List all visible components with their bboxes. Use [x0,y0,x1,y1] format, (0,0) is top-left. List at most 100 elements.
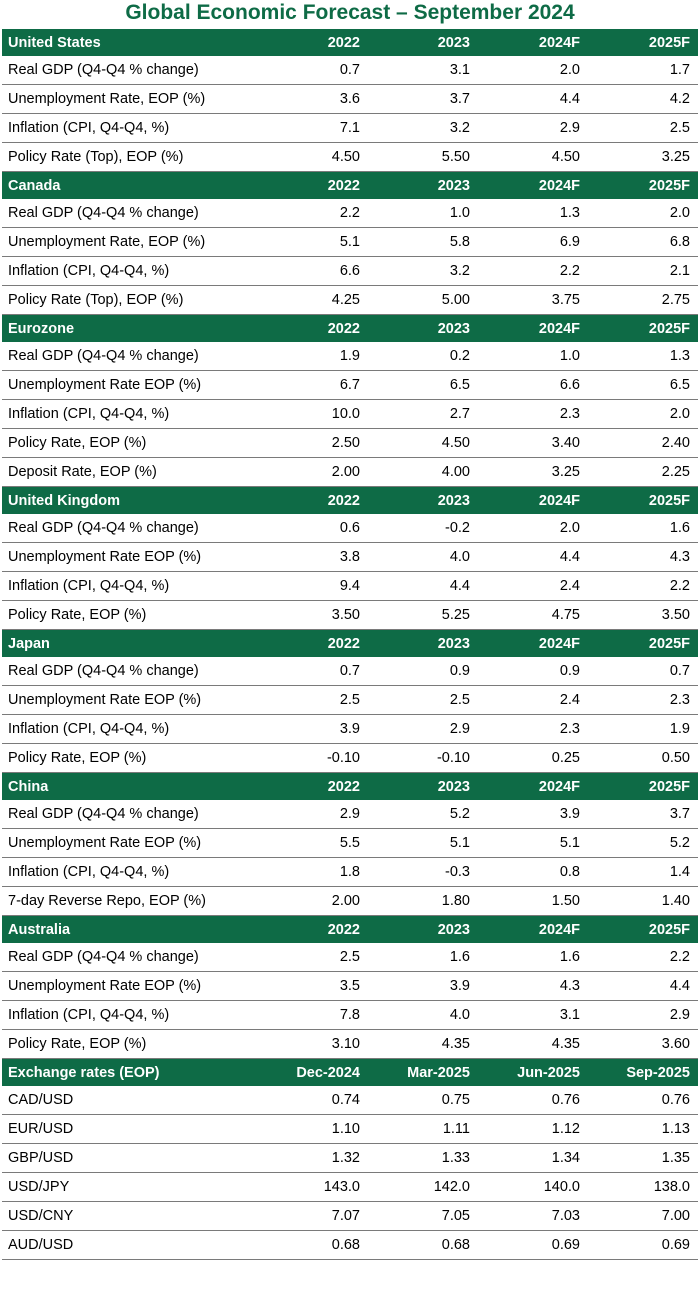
row-label: EUR/USD [2,1114,258,1144]
row-value: 6.7 [258,370,368,400]
row-value: 4.2 [588,84,698,114]
section-title: Japan [2,629,258,657]
row-value: 3.2 [368,256,478,286]
row-label: GBP/USD [2,1143,258,1173]
row-value: 4.35 [478,1029,588,1059]
row-label: Unemployment Rate EOP (%) [2,370,258,400]
table-row: Inflation (CPI, Q4-Q4, %) 1.8 -0.3 0.8 1.4 [2,857,698,887]
row-value: 2.2 [588,943,698,972]
row-value: 0.9 [478,657,588,686]
row-label: Real GDP (Q4-Q4 % change) [2,514,258,543]
row-value: 1.4 [588,857,698,887]
column-header: 2024F [478,314,588,342]
row-value: 3.6 [258,84,368,114]
row-value: 7.07 [258,1201,368,1231]
row-value: 1.50 [478,886,588,916]
row-value: 2.75 [588,285,698,315]
row-value: 2.4 [478,685,588,715]
row-value: 0.76 [588,1086,698,1115]
row-value: 2.00 [258,886,368,916]
table-row: Deposit Rate, EOP (%) 2.00 4.00 3.25 2.25 [2,457,698,487]
row-label: Policy Rate, EOP (%) [2,600,258,630]
row-label: Policy Rate, EOP (%) [2,743,258,773]
row-value: 5.50 [368,142,478,172]
row-value: 0.74 [258,1086,368,1115]
row-label: Unemployment Rate EOP (%) [2,971,258,1001]
table-row: Policy Rate, EOP (%) -0.10 -0.10 0.25 0.50 [2,743,698,773]
row-value: 2.9 [478,113,588,143]
row-value: 3.60 [588,1029,698,1059]
column-header: Dec-2024 [258,1058,368,1086]
row-value: 0.69 [588,1230,698,1260]
row-value: 3.5 [258,971,368,1001]
row-value: 2.3 [588,685,698,715]
row-label: Real GDP (Q4-Q4 % change) [2,800,258,829]
row-value: 0.75 [368,1086,478,1115]
row-value: 0.7 [258,657,368,686]
column-header: 2024F [478,772,588,800]
table-row: Policy Rate (Top), EOP (%) 4.25 5.00 3.75 2.… [2,285,698,315]
column-header: 2022 [258,486,368,514]
section-title: Australia [2,915,258,943]
row-value: 7.1 [258,113,368,143]
row-value: 1.13 [588,1114,698,1144]
table-row: Real GDP (Q4-Q4 % change) 2.5 1.6 1.6 2.2 [2,943,698,972]
forecast-table: United States 2022 2023 2024F 2025F Real GDP … [2,28,698,1260]
column-header: 2025F [588,171,698,199]
row-value: 138.0 [588,1172,698,1202]
row-value: 2.50 [258,428,368,458]
row-value: 4.75 [478,600,588,630]
row-label: Policy Rate, EOP (%) [2,1029,258,1059]
table-row: Inflation (CPI, Q4-Q4, %) 7.1 3.2 2.9 2.5 [2,113,698,143]
row-value: 2.2 [478,256,588,286]
column-header: 2023 [368,28,478,56]
section-header: Australia 2022 2023 2024F 2025F [2,915,698,943]
table-row: USD/CNY 7.07 7.05 7.03 7.00 [2,1201,698,1231]
row-value: 3.7 [588,800,698,829]
row-value: 5.1 [368,828,478,858]
row-value: 2.5 [588,113,698,143]
row-value: 1.6 [368,943,478,972]
row-value: 7.05 [368,1201,478,1231]
section-header: Exchange rates (EOP) Dec-2024 Mar-2025 Jun-… [2,1058,698,1086]
row-value: 5.1 [478,828,588,858]
row-value: 3.25 [588,142,698,172]
row-value: 4.0 [368,542,478,572]
row-value: 2.0 [478,56,588,85]
row-label: Unemployment Rate, EOP (%) [2,227,258,257]
row-value: 4.3 [588,542,698,572]
row-value: -0.3 [368,857,478,887]
row-value: 1.3 [588,342,698,371]
row-value: 4.50 [258,142,368,172]
row-value: 3.1 [368,56,478,85]
column-header: 2024F [478,171,588,199]
column-header: 2022 [258,629,368,657]
table-row: Unemployment Rate, EOP (%) 3.6 3.7 4.4 4.2 [2,84,698,114]
row-value: 1.3 [478,199,588,228]
row-value: 4.0 [368,1000,478,1030]
row-value: 4.4 [368,571,478,601]
row-value: 1.11 [368,1114,478,1144]
forecast-table-body: United States 2022 2023 2024F 2025F Real GDP … [2,28,698,1260]
row-value: 2.5 [258,685,368,715]
table-row: Real GDP (Q4-Q4 % change) 0.7 0.9 0.9 0.7 [2,657,698,686]
row-value: 0.50 [588,743,698,773]
row-value: 1.32 [258,1143,368,1173]
column-header: 2023 [368,486,478,514]
row-label: Unemployment Rate EOP (%) [2,542,258,572]
column-header: 2024F [478,486,588,514]
row-label: Inflation (CPI, Q4-Q4, %) [2,1000,258,1030]
row-label: Real GDP (Q4-Q4 % change) [2,657,258,686]
table-row: Policy Rate, EOP (%) 2.50 4.50 3.40 2.40 [2,428,698,458]
row-value: 2.7 [368,399,478,429]
row-value: 3.2 [368,113,478,143]
column-header: 2023 [368,171,478,199]
table-row: Unemployment Rate EOP (%) 6.7 6.5 6.6 6.5 [2,370,698,400]
row-label: Unemployment Rate, EOP (%) [2,84,258,114]
row-value: 1.33 [368,1143,478,1173]
section-title: Canada [2,171,258,199]
row-label: CAD/USD [2,1086,258,1115]
row-label: Inflation (CPI, Q4-Q4, %) [2,113,258,143]
column-header: 2024F [478,28,588,56]
row-value: 1.80 [368,886,478,916]
